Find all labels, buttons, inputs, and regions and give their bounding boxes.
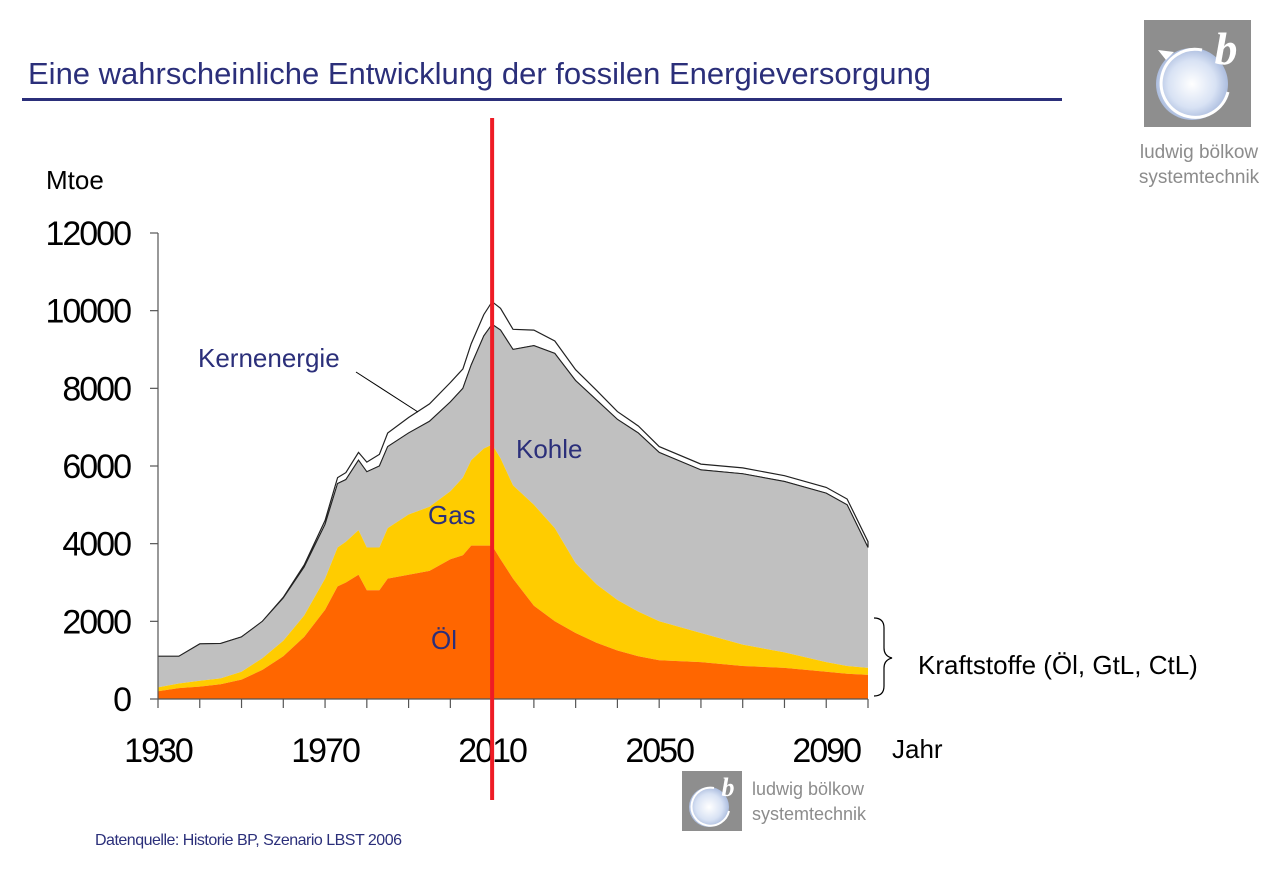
x-tick-label: 1970 bbox=[291, 732, 360, 770]
logo-letter: b bbox=[1215, 23, 1238, 74]
title-underline bbox=[22, 98, 1062, 101]
logo-name-line1: ludwig bölkow bbox=[1139, 142, 1259, 163]
logo-small-company-name: ludwig bölkow systemtechnik bbox=[752, 777, 866, 827]
x-axis-label: Jahr bbox=[892, 734, 943, 764]
area-loel bbox=[158, 545, 868, 699]
chart-labels: Mtoe Jahr Kernenergie Kohle Gas Öl Kraftstoffe… bbox=[46, 118, 1198, 800]
label-kernenergie: Kernenergie bbox=[198, 343, 340, 373]
label-kohle: Kohle bbox=[516, 434, 583, 464]
label-oel: Öl bbox=[431, 625, 457, 655]
kohle-outline bbox=[158, 323, 869, 657]
kraftstoffe-annotation: Kraftstoffe (Öl, GtL, CtL) bbox=[918, 650, 1198, 680]
label-gas: Gas bbox=[428, 500, 476, 530]
y-axis-label: Mtoe bbox=[46, 165, 104, 195]
y-tick-label: 8000 bbox=[62, 370, 131, 408]
data-source-note: Datenquelle: Historie BP, Szenario LBST … bbox=[95, 832, 402, 849]
y-tick-label: 10000 bbox=[45, 293, 131, 331]
y-tick-label: 2000 bbox=[62, 603, 131, 641]
y-tick-label: 0 bbox=[113, 681, 131, 719]
x-tick-label: 2090 bbox=[792, 732, 861, 770]
area-kohle bbox=[158, 324, 868, 688]
ludwig-boelkow-logo: b bbox=[1144, 20, 1251, 127]
logo-company-name: ludwig bölkow systemtechnik bbox=[1124, 140, 1274, 190]
x-tick-label: 1930 bbox=[124, 732, 193, 770]
ludwig-boelkow-logo-small: b bbox=[682, 771, 742, 831]
x-tick-label: 2050 bbox=[625, 732, 694, 770]
y-tick-label: 4000 bbox=[62, 526, 131, 564]
kraftstoffe-bracket bbox=[873, 617, 893, 697]
page-title: Eine wahrscheinliche Entwicklung der fos… bbox=[28, 56, 931, 91]
y-tick-label: 6000 bbox=[62, 448, 131, 486]
area-layers bbox=[158, 300, 869, 699]
logo-small-name-line1: ludwig bölkow bbox=[752, 779, 865, 799]
logo-small-letter: b bbox=[722, 773, 735, 802]
kernenergie-leader-line bbox=[355, 371, 419, 413]
logo-name-line2: systemtechnik bbox=[1138, 167, 1260, 188]
logo-small-name-line2: systemtechnik bbox=[752, 804, 867, 824]
y-tick-label: 12000 bbox=[45, 215, 131, 253]
area-gas bbox=[158, 444, 868, 692]
